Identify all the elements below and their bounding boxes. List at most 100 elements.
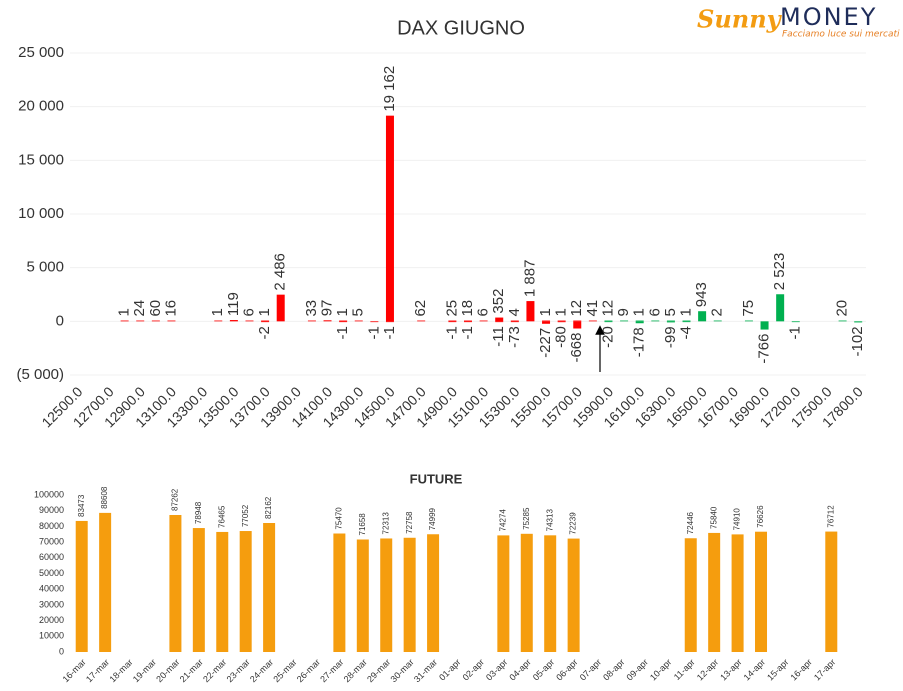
- bar: [479, 320, 488, 322]
- bar: [245, 320, 254, 322]
- data-label: 87262: [171, 488, 180, 511]
- data-label: 76712: [826, 505, 835, 528]
- data-label: -227: [537, 328, 554, 358]
- bar: [588, 320, 597, 322]
- data-label: -668: [568, 333, 585, 363]
- bar: [651, 320, 660, 322]
- x-tick-label: 26-mar: [295, 657, 322, 684]
- bar: [635, 320, 644, 322]
- bar: [276, 294, 285, 322]
- data-label: 76465: [217, 505, 226, 528]
- bar: [356, 539, 369, 652]
- x-tick-label: 03-apr: [484, 657, 509, 682]
- y-tick-label: 60000: [39, 552, 64, 562]
- data-label: -1: [381, 326, 398, 339]
- bar: [854, 321, 863, 323]
- data-label: 5: [350, 308, 367, 316]
- data-label: 18: [459, 300, 476, 317]
- y-tick-label: 80000: [39, 521, 64, 531]
- data-label: 97: [318, 300, 335, 317]
- bar: [99, 512, 112, 652]
- data-label: -1: [365, 326, 382, 339]
- bar: [464, 321, 472, 323]
- bar: [567, 538, 580, 652]
- data-label: 4: [506, 308, 523, 316]
- bar: [791, 321, 800, 323]
- bar: [495, 317, 504, 322]
- bar: [604, 321, 613, 323]
- data-label: 943: [693, 282, 710, 307]
- bar: [263, 523, 276, 652]
- chart-title: DAX GIUGNO: [397, 17, 525, 39]
- x-tick-label: 21-mar: [178, 657, 205, 684]
- bar: [520, 533, 533, 652]
- data-label: 76626: [756, 505, 765, 528]
- bar: [682, 320, 691, 322]
- data-label: 74274: [498, 509, 507, 532]
- bar: [214, 320, 223, 322]
- bar: [229, 320, 238, 322]
- data-label: 25: [443, 300, 460, 317]
- x-tick-label: 11-apr: [672, 657, 697, 682]
- data-label: 16: [162, 300, 179, 317]
- bar: [557, 320, 566, 322]
- data-label: 75470: [334, 507, 343, 530]
- bar: [464, 320, 472, 322]
- bar: [573, 321, 582, 329]
- y-tick-label: 70000: [39, 536, 64, 546]
- data-label: 74313: [545, 509, 554, 532]
- data-label: 352: [490, 289, 507, 314]
- bar: [495, 321, 504, 323]
- bar: [744, 320, 753, 322]
- data-label: -178: [631, 327, 648, 357]
- data-label: 9: [615, 308, 632, 316]
- x-tick-label: 06-apr: [554, 657, 579, 682]
- y-tick-label: 50000: [39, 568, 64, 578]
- x-tick-label: 22-mar: [201, 657, 228, 684]
- bar: [448, 320, 457, 322]
- data-label: 6: [475, 308, 492, 316]
- y-tick-label: 10000: [39, 631, 64, 641]
- bar: [239, 531, 252, 652]
- bar: [825, 531, 838, 652]
- data-label: -11: [490, 326, 507, 347]
- data-label: -1: [334, 326, 351, 339]
- bar: [403, 537, 416, 652]
- bar: [75, 520, 88, 652]
- data-label: 41: [584, 300, 601, 317]
- data-label: 74999: [428, 507, 437, 530]
- bar: [557, 321, 566, 323]
- y-tick-label: 20000: [39, 615, 64, 625]
- bar: [385, 115, 394, 322]
- data-label: 5: [662, 308, 679, 316]
- bar: [261, 320, 270, 322]
- x-tick-label: 16-mar: [61, 657, 88, 684]
- data-label: 60: [147, 300, 164, 317]
- data-label: 2: [709, 308, 726, 316]
- bar: [760, 321, 769, 330]
- y-tick-label: 15 000: [18, 151, 64, 168]
- data-label: 77052: [241, 504, 250, 527]
- bar: [339, 320, 348, 322]
- x-tick-label: 29-mar: [365, 657, 392, 684]
- bar: [708, 532, 721, 652]
- bar: [573, 320, 582, 322]
- data-label: 6: [646, 308, 663, 316]
- bar: [526, 301, 535, 322]
- bar: [684, 538, 697, 652]
- data-label: 72239: [569, 512, 578, 535]
- bar: [169, 514, 182, 652]
- x-tick-label: 31-mar: [412, 657, 439, 684]
- bar: [307, 320, 316, 322]
- x-tick-label: 27-mar: [318, 657, 345, 684]
- x-tick-label: 15-apr: [765, 657, 790, 682]
- bar: [417, 320, 426, 322]
- x-tick-label: 17-apr: [812, 657, 837, 682]
- x-tick-label: 24-mar: [248, 657, 275, 684]
- bar: [151, 320, 160, 322]
- bar: [635, 321, 644, 324]
- y-tick-label: 25 000: [18, 44, 64, 61]
- y-tick-label: 10 000: [18, 205, 64, 222]
- logo-tagline: Facciamo luce sui mercati: [782, 30, 900, 40]
- data-label: 1: [537, 308, 554, 316]
